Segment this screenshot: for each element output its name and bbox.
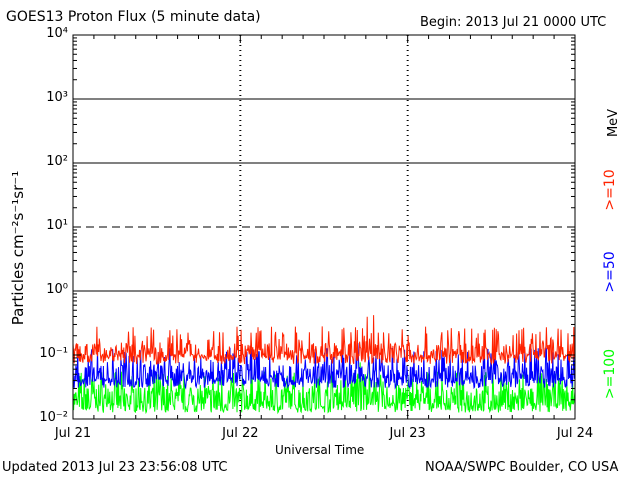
y-tick-label: 10⁴ <box>46 26 68 41</box>
series-line-2 <box>72 362 576 415</box>
legend-entry-1: >=50 <box>602 251 618 293</box>
y-tick-label: 10¹ <box>46 218 68 233</box>
y-tick-label: 10³ <box>46 90 68 105</box>
x-tick-label: Jul 23 <box>389 426 426 441</box>
series-line-1 <box>72 343 576 390</box>
y-tick-label: 10² <box>46 154 68 169</box>
y-tick-label: 10⁻¹ <box>39 346 68 361</box>
x-tick-label: Jul 22 <box>222 426 259 441</box>
updated-footer: Updated 2013 Jul 23 23:56:08 UTC <box>2 460 228 475</box>
begin-label: Begin: 2013 Jul 21 0000 UTC <box>420 15 607 30</box>
x-tick-label: Jul 24 <box>556 426 594 441</box>
ticks-layer <box>72 34 575 420</box>
y-axis-label: Particles cm⁻²s⁻¹sr⁻¹ <box>9 170 27 326</box>
legend-entry-0: >=10 <box>602 169 618 211</box>
legend-mev: MeV <box>606 108 622 138</box>
x-axis-label: Universal Time <box>275 443 365 457</box>
source-footer: NOAA/SWPC Boulder, CO USA <box>425 460 619 475</box>
x-tick-label: Jul 21 <box>54 426 92 441</box>
y-tick-label: 10⁰ <box>46 282 68 297</box>
chart-title: GOES13 Proton Flux (5 minute data) <box>6 9 261 25</box>
series-layer <box>72 315 576 415</box>
y-tick-label: 10⁻² <box>39 410 68 425</box>
legend-entry-2: >=100 <box>602 348 618 400</box>
series-line-0 <box>72 315 576 366</box>
